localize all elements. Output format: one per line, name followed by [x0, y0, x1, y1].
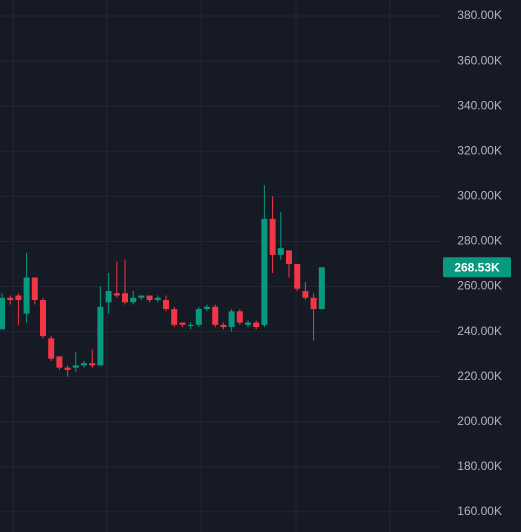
candle-body	[113, 293, 120, 296]
candle-body	[105, 291, 112, 303]
candle-body	[171, 309, 178, 325]
candle-body	[56, 356, 63, 368]
candle-body	[269, 218, 276, 255]
candle-body	[245, 322, 251, 325]
vertical-grid	[12, 0, 391, 532]
candle-body	[130, 297, 137, 303]
y-tick-label: 380.00K	[457, 8, 502, 22]
candle-body	[179, 322, 186, 325]
candle-body	[64, 367, 71, 370]
last-price-tag	[443, 257, 511, 278]
y-tick-label: 320.00K	[457, 143, 502, 157]
candle-body	[212, 306, 219, 325]
last-price-label: 268.53K	[454, 260, 500, 274]
y-tick-label: 260.00K	[457, 279, 502, 293]
y-tick-label: 240.00K	[457, 324, 502, 338]
candle-body	[195, 309, 202, 325]
y-tick-label: 160.00K	[457, 504, 502, 518]
candle-body	[146, 295, 153, 301]
candle-body	[97, 306, 104, 366]
candle-body	[122, 293, 128, 303]
y-tick-label: 280.00K	[457, 234, 502, 248]
candle-body	[23, 277, 30, 314]
candle-body	[261, 218, 268, 325]
candle-body	[277, 248, 284, 255]
y-tick-label: 180.00K	[457, 459, 502, 473]
candle-body	[0, 297, 5, 330]
candle-body	[187, 324, 194, 326]
candle-body	[154, 297, 161, 301]
candle-body	[220, 324, 227, 328]
candle-body	[138, 295, 145, 298]
candle-body	[302, 291, 309, 298]
candle-body	[40, 300, 46, 337]
candle-body	[163, 300, 169, 310]
y-tick-label: 360.00K	[457, 53, 502, 67]
candle-body	[253, 322, 260, 328]
candle-body	[81, 363, 87, 366]
y-tick-label: 220.00K	[457, 369, 502, 383]
candle-body	[89, 363, 96, 366]
candle-body	[286, 250, 292, 264]
candle-body	[7, 297, 14, 301]
candle-body	[15, 295, 22, 301]
y-tick-label: 200.00K	[457, 414, 502, 428]
y-tick-label: 340.00K	[457, 98, 502, 112]
candle-body	[204, 306, 210, 310]
candle-body	[72, 365, 79, 368]
candle-body	[310, 297, 317, 310]
candle-body	[294, 263, 301, 289]
candle-body	[318, 267, 325, 310]
candle-body	[48, 338, 55, 359]
candle-body	[31, 277, 38, 301]
candle-body	[228, 311, 235, 328]
y-tick-label: 300.00K	[457, 189, 502, 203]
candle-body	[236, 311, 243, 323]
